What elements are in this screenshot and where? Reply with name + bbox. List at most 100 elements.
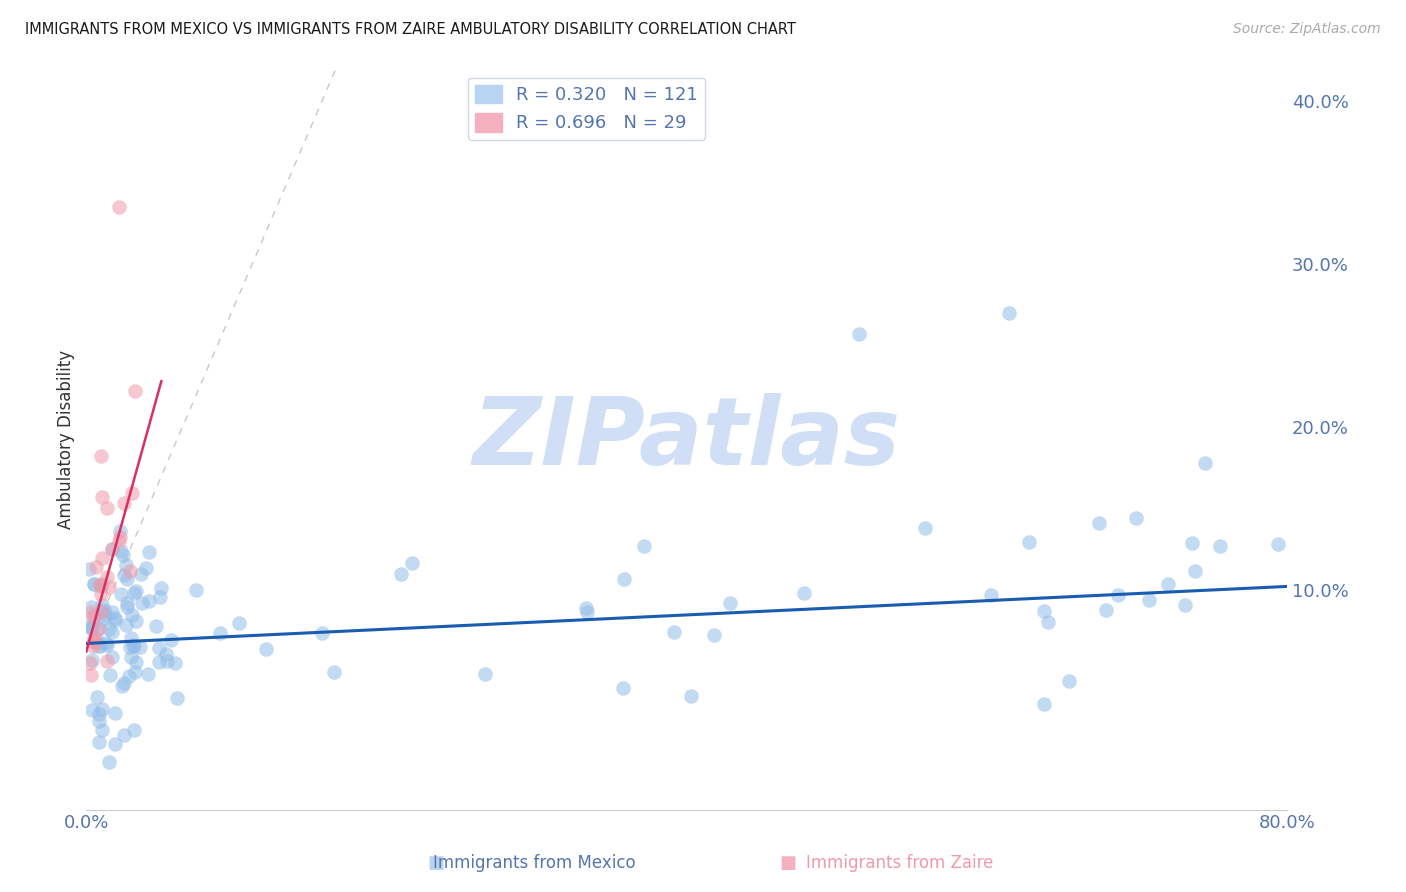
Point xyxy=(112,496,135,510)
Point xyxy=(112,676,135,690)
Point xyxy=(980,588,1002,602)
Point xyxy=(108,200,131,214)
Point xyxy=(90,605,112,619)
Point xyxy=(83,634,105,648)
Point xyxy=(101,605,124,619)
Point xyxy=(91,598,114,612)
Point xyxy=(160,632,183,647)
Point xyxy=(1267,537,1289,551)
Point xyxy=(998,306,1021,320)
Point xyxy=(97,581,120,595)
Point xyxy=(87,714,110,728)
Point xyxy=(120,631,142,645)
Point xyxy=(131,596,153,610)
Point xyxy=(80,667,103,681)
Point xyxy=(118,668,141,682)
Point xyxy=(125,614,148,628)
Point xyxy=(664,625,686,640)
Point xyxy=(112,568,135,582)
Point xyxy=(87,639,110,653)
Point xyxy=(122,639,145,653)
Point xyxy=(613,572,636,586)
Point xyxy=(101,625,124,640)
Point xyxy=(125,655,148,669)
Point xyxy=(83,631,105,645)
Point xyxy=(93,603,115,617)
Point xyxy=(96,500,118,515)
Point xyxy=(575,600,598,615)
Point xyxy=(82,639,104,653)
Point xyxy=(101,650,124,665)
Point xyxy=(83,577,105,591)
Point xyxy=(115,600,138,615)
Point xyxy=(108,524,131,538)
Point xyxy=(124,384,146,399)
Point xyxy=(90,449,112,463)
Point xyxy=(90,490,112,504)
Y-axis label: Ambulatory Disability: Ambulatory Disability xyxy=(58,350,75,529)
Point xyxy=(323,665,346,679)
Point xyxy=(612,681,634,696)
Point xyxy=(1018,535,1040,549)
Point xyxy=(104,737,127,751)
Point xyxy=(91,551,114,566)
Point xyxy=(1125,511,1147,525)
Point xyxy=(80,621,103,635)
Point xyxy=(1036,615,1059,629)
Point xyxy=(96,654,118,668)
Point xyxy=(311,625,333,640)
Point xyxy=(681,689,703,703)
Point xyxy=(166,690,188,705)
Text: Immigrants from Zaire: Immigrants from Zaire xyxy=(806,855,994,872)
Point xyxy=(110,544,132,558)
Point xyxy=(209,625,232,640)
Point xyxy=(115,573,138,587)
Text: ZIPatlas: ZIPatlas xyxy=(472,393,901,485)
Point xyxy=(90,579,112,593)
Point xyxy=(1174,598,1197,612)
Point xyxy=(1107,588,1129,602)
Point xyxy=(156,654,179,668)
Point xyxy=(718,596,741,610)
Point xyxy=(474,667,496,681)
Point xyxy=(104,611,127,625)
Point xyxy=(136,666,159,681)
Point xyxy=(1095,603,1118,617)
Point xyxy=(122,723,145,737)
Point xyxy=(118,565,141,579)
Point xyxy=(1137,592,1160,607)
Point xyxy=(84,560,107,574)
Point xyxy=(135,561,157,575)
Point xyxy=(122,640,145,654)
Point xyxy=(793,586,815,600)
Point xyxy=(117,596,139,610)
Point xyxy=(90,723,112,738)
Point xyxy=(101,541,124,556)
Point xyxy=(83,635,105,649)
Point xyxy=(110,587,132,601)
Text: Source: ZipAtlas.com: Source: ZipAtlas.com xyxy=(1233,22,1381,37)
Point xyxy=(89,640,111,654)
Point xyxy=(125,583,148,598)
Point xyxy=(112,548,135,562)
Point xyxy=(155,648,177,662)
Point xyxy=(82,703,104,717)
Point xyxy=(108,534,131,549)
Point xyxy=(89,706,111,721)
Point xyxy=(108,531,131,545)
Point xyxy=(1194,456,1216,470)
Point xyxy=(914,521,936,535)
Point xyxy=(90,577,112,591)
Point xyxy=(1033,697,1056,711)
Point xyxy=(98,755,121,769)
Point xyxy=(104,706,127,720)
Point xyxy=(1156,576,1178,591)
Point xyxy=(149,591,172,605)
Point xyxy=(633,540,655,554)
Point xyxy=(184,583,207,598)
Point xyxy=(228,616,250,631)
Point xyxy=(104,613,127,627)
Point xyxy=(848,326,870,341)
Point xyxy=(101,541,124,556)
Point xyxy=(575,605,598,619)
